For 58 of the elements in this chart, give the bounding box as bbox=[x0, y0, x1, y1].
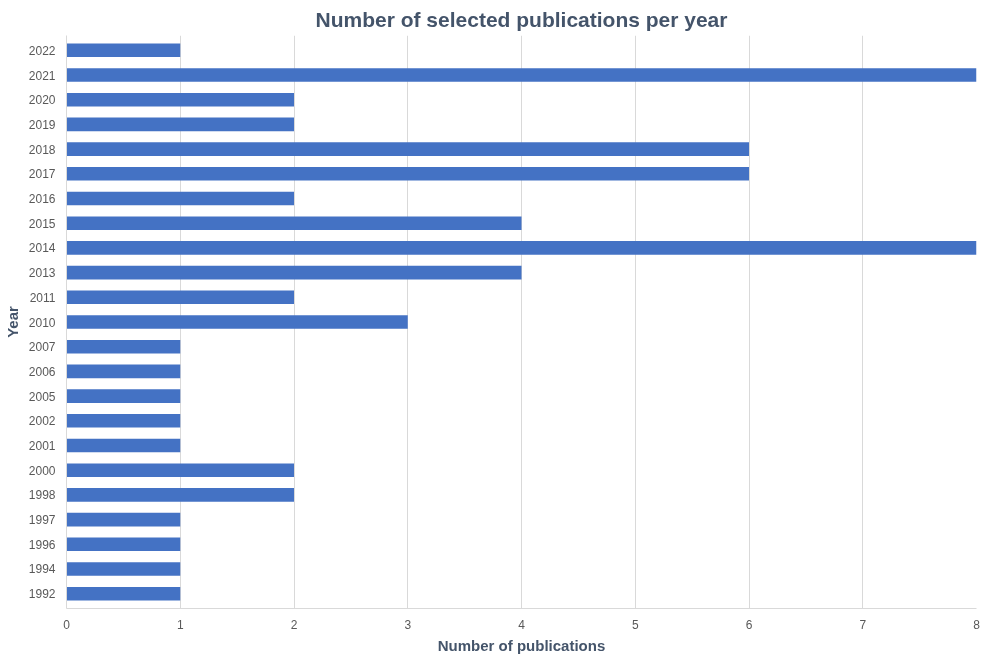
bar bbox=[66, 364, 181, 379]
y-tick-label: 2017 bbox=[28, 167, 56, 182]
y-tick-label: 1992 bbox=[28, 587, 56, 602]
y-tick-label: 1998 bbox=[28, 488, 56, 503]
bar bbox=[66, 265, 522, 280]
x-tick-label: 5 bbox=[631, 617, 639, 632]
x-tick-label: 1 bbox=[176, 617, 184, 632]
bar bbox=[66, 167, 749, 181]
y-tick-label: 1996 bbox=[28, 537, 56, 552]
y-tick-label: 2022 bbox=[28, 43, 56, 58]
y-tick-label: 2001 bbox=[28, 438, 56, 453]
bar bbox=[66, 414, 181, 428]
bar bbox=[66, 488, 294, 502]
y-tick-label: 2015 bbox=[28, 216, 56, 231]
y-tick-label: 2006 bbox=[28, 364, 56, 379]
x-tick-label: 8 bbox=[973, 617, 981, 632]
y-tick-label: 2016 bbox=[28, 192, 56, 207]
bar bbox=[66, 92, 294, 107]
x-tick-label: 6 bbox=[745, 617, 753, 632]
bar bbox=[66, 512, 181, 527]
y-tick-label: 2019 bbox=[28, 117, 56, 132]
bar bbox=[66, 68, 977, 82]
x-tick-label: 3 bbox=[404, 617, 412, 632]
y-tick-label: 2002 bbox=[28, 414, 56, 429]
y-tick-label: 2010 bbox=[28, 315, 56, 330]
bar bbox=[66, 562, 181, 576]
bar bbox=[66, 43, 181, 58]
bar bbox=[66, 191, 294, 206]
y-tick-label: 2013 bbox=[28, 266, 56, 281]
y-tick-label: 2021 bbox=[28, 68, 56, 83]
x-tick-label: 7 bbox=[859, 617, 867, 632]
y-tick-label: 2007 bbox=[28, 340, 56, 355]
x-tick-label: 2 bbox=[290, 617, 298, 632]
bar bbox=[66, 586, 181, 601]
bar bbox=[66, 463, 294, 477]
x-axis-title: Number of publications bbox=[437, 636, 606, 654]
bar bbox=[66, 290, 294, 305]
bar bbox=[66, 241, 977, 255]
bar bbox=[66, 216, 522, 230]
x-tick-label: 4 bbox=[518, 617, 526, 632]
bar bbox=[66, 438, 181, 453]
bar bbox=[66, 315, 408, 329]
chart-title: Number of selected publications per year bbox=[315, 7, 728, 31]
y-tick-label: 2011 bbox=[29, 290, 56, 305]
bar bbox=[66, 389, 181, 403]
y-tick-label: 2018 bbox=[28, 142, 56, 157]
y-tick-label: 2000 bbox=[28, 463, 56, 478]
y-tick-label: 2020 bbox=[28, 93, 56, 108]
bar bbox=[66, 117, 294, 132]
y-tick-label: 1994 bbox=[28, 562, 56, 577]
y-tick-label: 2005 bbox=[28, 389, 56, 404]
bar bbox=[66, 537, 181, 552]
bar bbox=[66, 142, 749, 156]
y-axis-title: Year bbox=[3, 305, 21, 338]
y-tick-label: 1997 bbox=[28, 513, 56, 528]
bar bbox=[66, 339, 181, 354]
y-tick-label: 2014 bbox=[28, 241, 56, 256]
x-tick-label: 0 bbox=[63, 617, 71, 632]
